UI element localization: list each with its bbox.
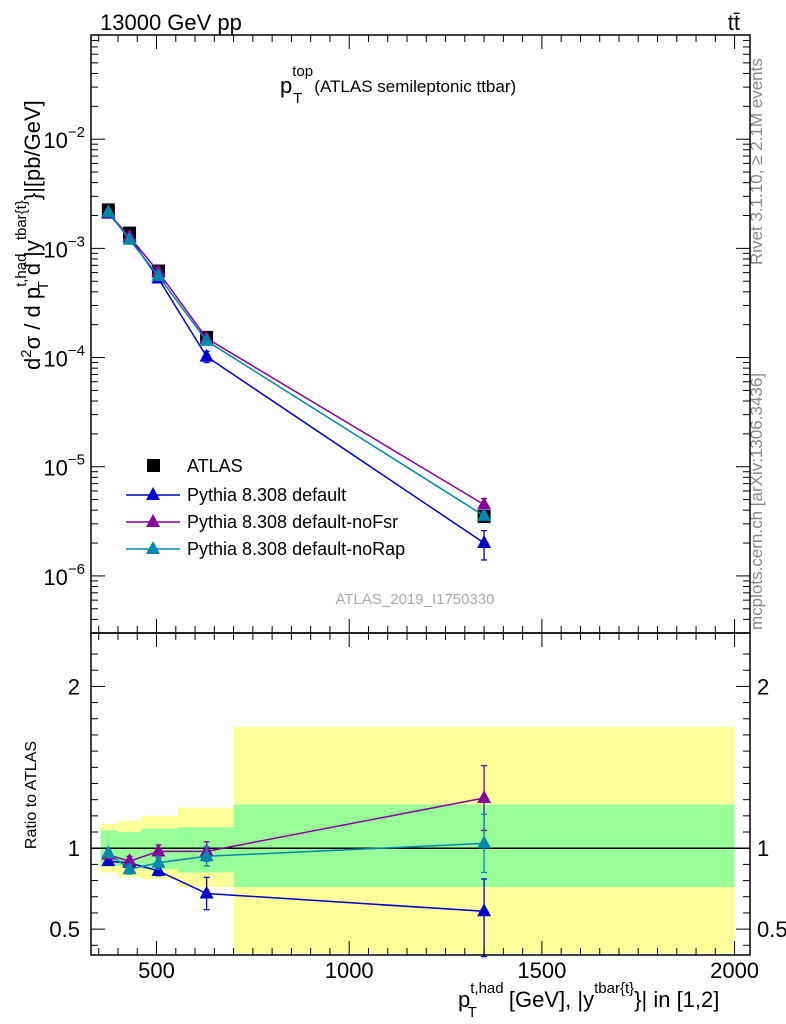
y-tick-label: 10−3 xyxy=(43,233,85,262)
ratio-y-tick-label-right: 2 xyxy=(757,674,769,699)
ratio-point-pythia-8-308-default-norap xyxy=(101,845,116,859)
mcplots-label: mcplots.cern.ch [arXiv:1306.3436] xyxy=(747,373,766,630)
ratio-panel: 0.5 0.5 1 1 2 2 500 1000 1500 2000 Ratio to ATLAS… xyxy=(23,632,786,1021)
main-panel: 10−6 10−5 10−4 10−3 10−2 ptop T(ATLAS semilep… xyxy=(13,34,751,634)
main-axis-ticks xyxy=(91,34,750,634)
ratio-point-pythia-8-308-default-norap xyxy=(122,861,137,875)
stat-uncertainty-band xyxy=(117,832,142,867)
data-point-pythia-8-308-default xyxy=(199,348,214,362)
data-point-pythia-8-308-default xyxy=(477,535,492,549)
y-tick-label: 10−4 xyxy=(43,343,85,372)
ratio-point-pythia-8-308-default-nofsr xyxy=(122,853,137,867)
y-tick-label: 10−6 xyxy=(43,561,85,590)
legend-label-atlas: ATLAS xyxy=(187,456,243,476)
main-title: ptop T(ATLAS semileptonic ttbar) xyxy=(280,63,516,107)
ratio-point-pythia-8-308-default-norap xyxy=(151,854,166,868)
ratio-point-pythia-8-308-default-norap xyxy=(199,848,214,862)
series-line-pythia-8-308-default-nofsr xyxy=(107,212,485,506)
ratio-y-tick-label-right: 0.5 xyxy=(757,917,786,942)
data-point-pythia-8-308-default-norap xyxy=(477,507,492,521)
legend-label-norap: Pythia 8.308 default-noRap xyxy=(187,539,405,559)
legend-marker-atlas xyxy=(147,459,160,472)
rivet-version-label: Rivet 3.1.10, ≥ 2.1M events xyxy=(747,58,766,265)
ratio-point-pythia-8-308-default xyxy=(477,903,492,917)
ratio-y-tick-label-left: 2 xyxy=(68,674,80,699)
legend-marker-default xyxy=(146,487,160,500)
y-tick-label: 10−5 xyxy=(43,452,85,481)
ratio-frame xyxy=(90,632,751,956)
legend-label-nofsr: Pythia 8.308 default-noFsr xyxy=(187,512,398,532)
data-point-pythia-8-308-default-nofsr xyxy=(477,496,492,510)
ratio-point-pythia-8-308-default-nofsr xyxy=(151,843,166,857)
data-point-pythia-8-308-default-norap xyxy=(101,204,116,218)
legend-marker-nofsr xyxy=(146,514,160,527)
main-plot-area xyxy=(101,203,492,561)
data-point-pythia-8-308-default-norap xyxy=(151,267,166,281)
ratio-tick-labels: 0.5 0.5 1 1 2 2 500 1000 1500 2000 xyxy=(49,674,786,983)
ratio-point-pythia-8-308-default-nofsr xyxy=(477,790,492,804)
x-tick-label: 2000 xyxy=(710,958,759,983)
ratio-point-pythia-8-308-default xyxy=(199,885,214,899)
y-tick-label: 10−2 xyxy=(43,124,85,153)
legend-marker-norap xyxy=(146,541,160,554)
ratio-axis-ticks xyxy=(91,633,750,955)
x-tick-label: 1500 xyxy=(517,958,566,983)
legend-label-default: Pythia 8.308 default xyxy=(187,485,346,505)
ratio-y-tick-label-right: 1 xyxy=(757,836,769,861)
ratio-y-tick-label-left: 0.5 xyxy=(49,917,80,942)
main-y-axis-label: d2σ / d pt,had T d |ytbar{t}}|[pb/GeV] xyxy=(13,100,52,370)
data-point-pythia-8-308-default-norap xyxy=(122,231,137,245)
energy-label: 13000 GeV pp xyxy=(100,10,242,35)
ratio-plot-area xyxy=(91,726,750,958)
legend: ATLAS Pythia 8.308 default Pythia 8.308 … xyxy=(126,456,405,559)
x-tick-label: 1000 xyxy=(325,958,374,983)
analysis-id: ATLAS_2019_I1750330 xyxy=(335,591,494,608)
ratio-point-pythia-8-308-default-norap xyxy=(477,835,492,849)
main-y-tick-labels: 10−6 10−5 10−4 10−3 10−2 xyxy=(43,124,85,590)
ratio-y-tick-label-left: 1 xyxy=(68,836,80,861)
x-axis-label: pt,had T [GeV], |ytbar{t}}| in [1,2] xyxy=(458,980,719,1021)
data-point-pythia-8-308-default-norap xyxy=(199,332,214,346)
process-label: tt̄ xyxy=(728,10,740,35)
x-tick-label: 500 xyxy=(138,958,175,983)
ratio-y-axis-label: Ratio to ATLAS xyxy=(23,741,40,849)
